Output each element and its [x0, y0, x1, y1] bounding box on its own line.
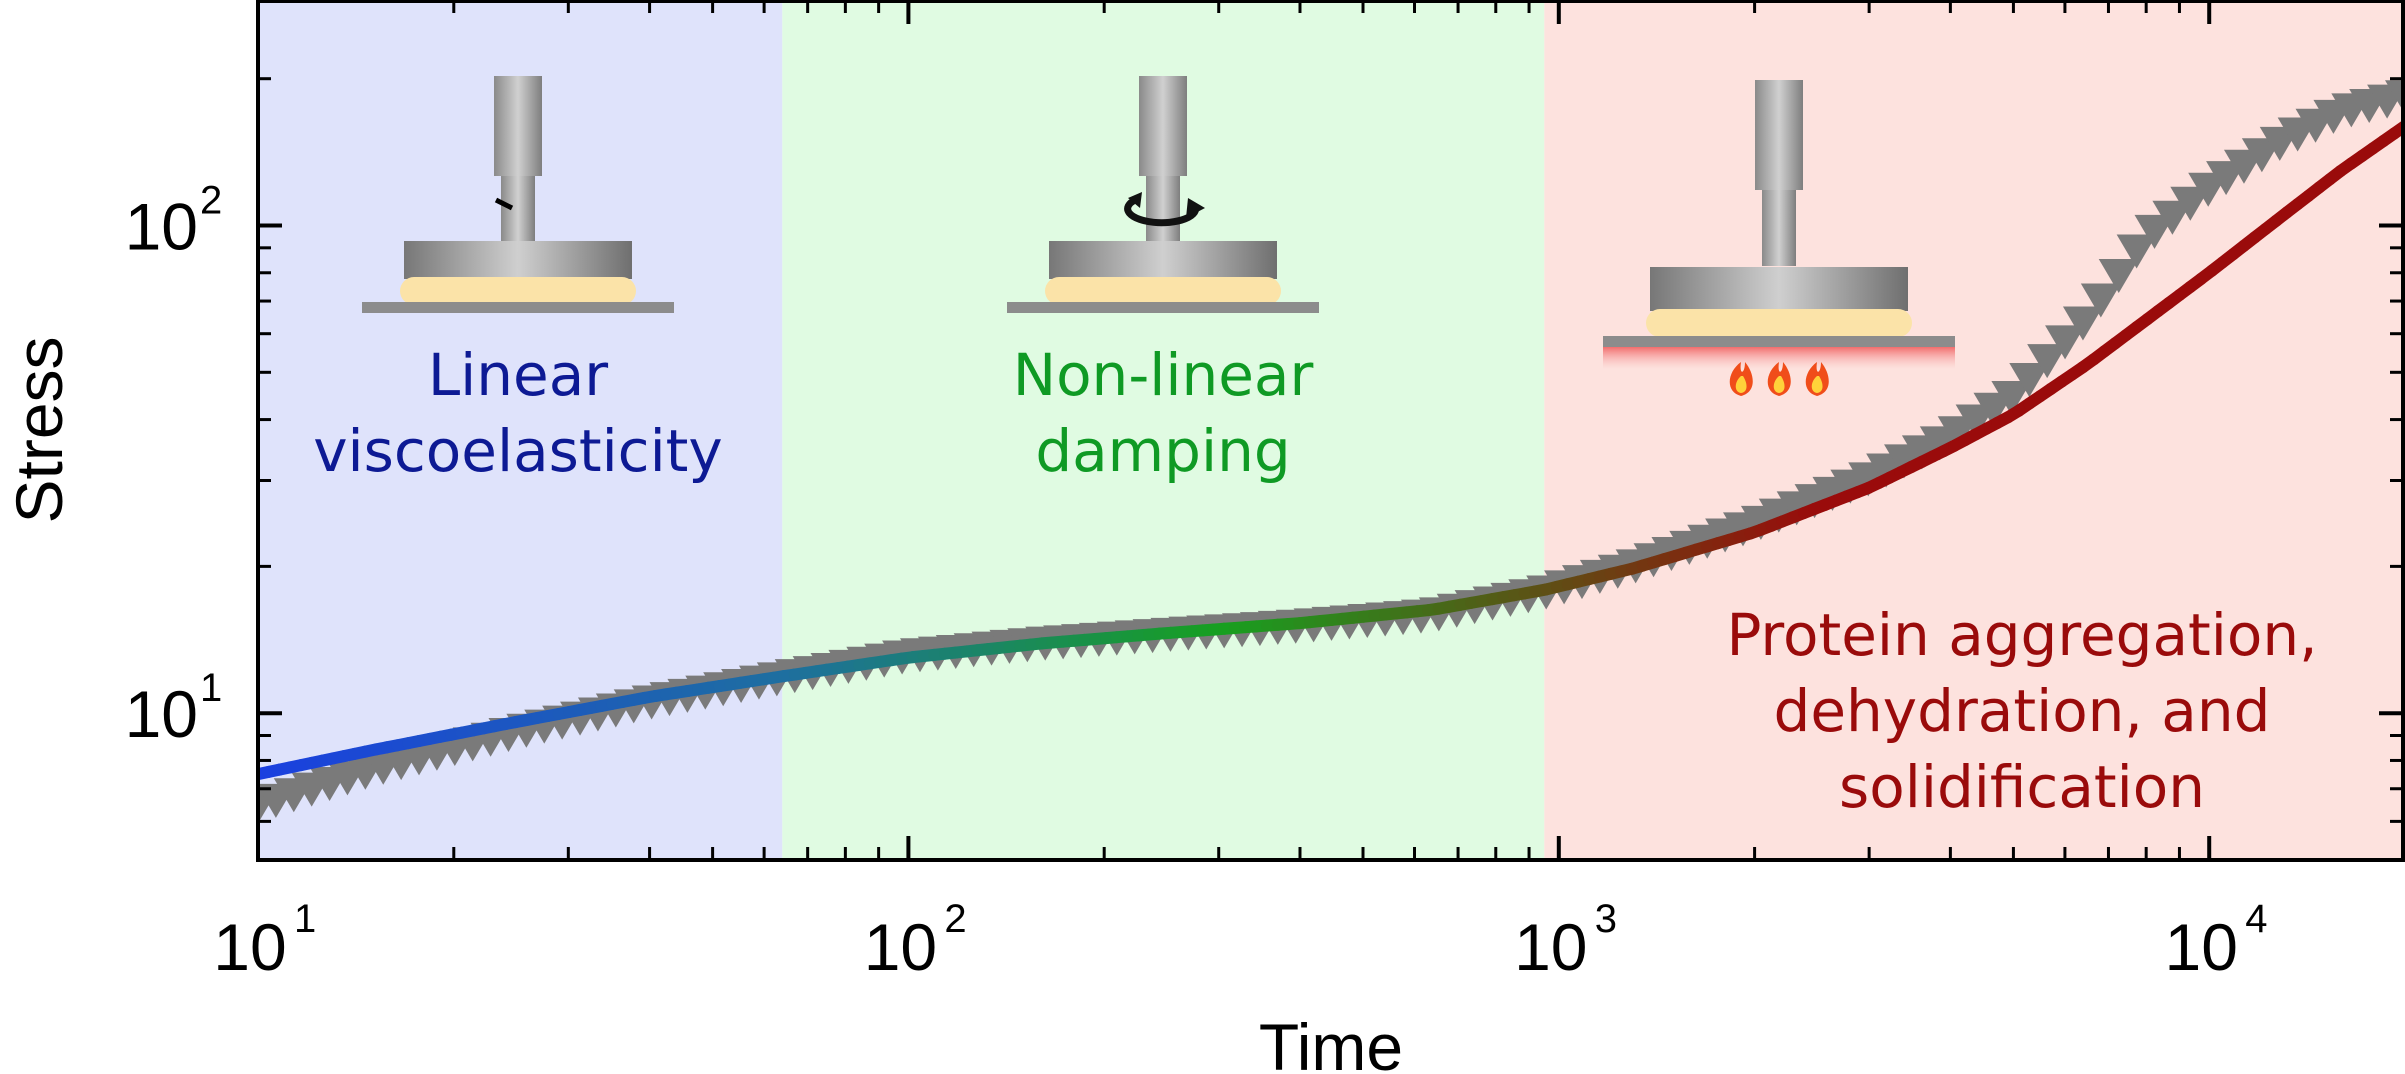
x-tick-label: 10 2 [864, 897, 967, 984]
y-tick-label-base: 10 [125, 677, 198, 751]
flame-icon [1767, 362, 1791, 396]
y-tick-label-base: 10 [125, 190, 198, 264]
region-label-1-line-1: Linear [428, 341, 608, 409]
rheometer-base [362, 302, 674, 313]
data-marker [2098, 258, 2139, 293]
data-marker [2116, 234, 2157, 269]
rheometer-base [1603, 336, 1955, 347]
rheometer-illustration-icon [1007, 76, 1319, 313]
x-tick-label: 10 4 [2164, 897, 2267, 984]
flame-inner [1773, 376, 1785, 393]
rheometer-shaft [1755, 80, 1803, 190]
data-marker [2134, 214, 2175, 249]
region-label-3-line-1: Protein aggregation, [1726, 601, 2317, 669]
rheometer-neck [501, 176, 535, 242]
x-tick-label-exponent: 2 [944, 897, 966, 941]
rheometer-illustrations [362, 76, 1955, 396]
data-marker [2385, 80, 2405, 115]
region-label-2-line-1: Non-linear [1013, 341, 1314, 409]
data-marker [2009, 362, 2050, 397]
region-label-3-line-3: solidification [1839, 753, 2205, 821]
data-marker [2080, 283, 2121, 318]
x-tick-label-base: 10 [864, 910, 937, 984]
rheometer-plate [1049, 241, 1277, 279]
x-tick-label-exponent: 3 [1595, 897, 1617, 941]
x-tick-label-exponent: 1 [294, 897, 316, 941]
x-tick-label: 10 3 [1514, 897, 1617, 984]
y-tick-label-exponent: 1 [200, 666, 222, 710]
data-marker [2062, 306, 2103, 341]
region-label-1-line-2: viscoelasticity [313, 417, 723, 485]
region-labels: Linear viscoelasticity Non-linear damping Pr… [313, 341, 2317, 821]
x-axis-label: Time [1259, 1010, 1403, 1074]
y-tick-label: 10 1 [125, 666, 223, 751]
axes: 10 1 10 2 10 3 10 410 110 2 [125, 0, 2405, 984]
x-tick-label-base: 10 [2164, 910, 2237, 984]
sample-layer [400, 277, 636, 305]
rotation-arrowhead-icon [1128, 192, 1142, 208]
rheometer-base [1007, 302, 1319, 313]
rotation-arrowhead-icon [1186, 198, 1205, 218]
rheometer-illustration-icon [362, 76, 674, 313]
rheometer-plate [1650, 267, 1908, 311]
rheometer-illustration-icon [1603, 80, 1955, 347]
rheometer-shaft [1139, 76, 1187, 176]
sample-layer [1045, 277, 1281, 305]
rheometer-shaft [494, 76, 542, 176]
flame-icon [1805, 362, 1829, 396]
data-marker [2152, 200, 2193, 235]
rheometer-plate [404, 241, 632, 279]
region-label-3-line-2: dehydration, and [1774, 677, 2271, 745]
x-tick-label-exponent: 4 [2245, 897, 2267, 941]
y-tick-label-exponent: 2 [200, 179, 222, 223]
plot-frame [256, 0, 2405, 862]
flame-icon [1729, 362, 1753, 396]
y-tick-label: 10 2 [125, 179, 223, 264]
fit-line [258, 119, 2405, 781]
x-tick-label: 10 1 [213, 897, 316, 984]
x-tick-label-base: 10 [1514, 910, 1587, 984]
sample-layer [1646, 309, 1912, 337]
flame-inner [1811, 376, 1823, 393]
rheometer-neck [1146, 176, 1180, 242]
y-axis-label: Stress [2, 336, 76, 523]
region-label-2-line-2: damping [1035, 417, 1290, 485]
rheometer-neck [1762, 190, 1796, 266]
x-tick-label-base: 10 [213, 910, 286, 984]
data-marker [1991, 380, 2032, 415]
data-marker [2045, 325, 2086, 360]
data-marker [2027, 344, 2068, 379]
deflection-mark-icon [494, 197, 514, 211]
flame-inner [1735, 376, 1747, 393]
data-marker [2170, 186, 2211, 221]
heat-glow [1603, 347, 1955, 369]
